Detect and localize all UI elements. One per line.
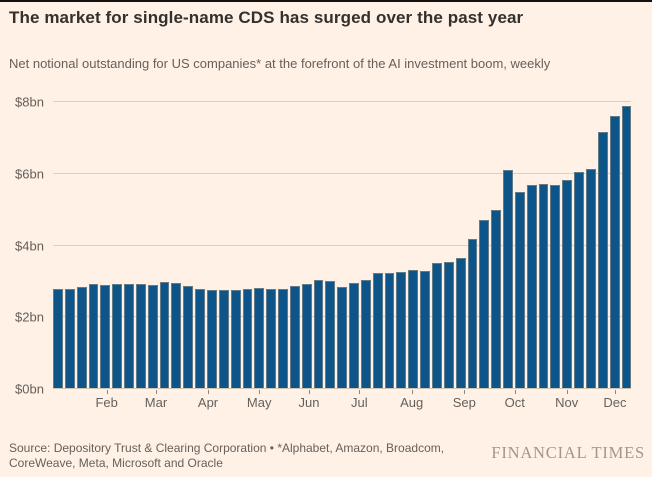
bar-week-33	[432, 262, 442, 388]
bar-week-4	[88, 283, 99, 388]
x-tick-jul	[359, 390, 361, 394]
x-tick-jun	[308, 390, 310, 394]
bar-week-40	[514, 192, 525, 388]
bar-week-43	[550, 185, 561, 388]
bar-week-18	[254, 287, 265, 388]
bar-week-6	[112, 284, 123, 388]
x-month-label-jul: Jul	[351, 395, 368, 410]
bar-week-32	[420, 271, 430, 388]
bar-week-26	[349, 282, 359, 388]
x-tick-feb	[106, 390, 108, 394]
x-month-label-nov: Nov	[555, 395, 579, 410]
y-axis-label: $2bn	[15, 309, 44, 325]
y-axis-label: $0bn	[15, 381, 44, 397]
bar-week-8	[135, 283, 146, 388]
y-axis-labels: $0bn $2bn $4bn $6bn $8bn	[15, 95, 51, 397]
top-border-rule	[0, 0, 652, 2]
bar-week-44	[562, 180, 573, 388]
bar-week-16	[230, 289, 241, 388]
bar-week-46	[585, 169, 596, 388]
bar-week-29	[384, 272, 395, 388]
x-month-label-may: May	[246, 395, 272, 410]
bar-week-25	[337, 287, 348, 388]
bar-week-12	[183, 286, 194, 388]
bar-week-10	[159, 281, 170, 388]
gridline	[53, 101, 631, 102]
y-axis-label: $4bn	[15, 238, 44, 253]
x-tick-apr	[208, 390, 210, 394]
bar-week-45	[574, 172, 584, 388]
x-month-label-aug: Aug	[400, 395, 424, 410]
bar-week-20	[278, 289, 288, 388]
plot-area	[53, 101, 632, 389]
x-baseline	[53, 388, 631, 389]
bar-week-39	[503, 170, 513, 388]
x-tick-dec	[614, 390, 616, 394]
x-tick-sep	[464, 390, 466, 394]
bar-week-3	[76, 287, 87, 388]
bar-week-7	[124, 283, 134, 388]
x-month-label-jun: Jun	[298, 395, 320, 410]
bar-week-21	[289, 285, 300, 388]
x-month-label-apr: Apr	[197, 395, 219, 410]
financial-times-logo: FINANCIAL TIMES	[491, 443, 645, 462]
bar-week-36	[467, 239, 478, 388]
x-month-label-feb: Feb	[95, 395, 118, 410]
x-month-label-oct: Oct	[504, 395, 525, 410]
bar-week-38	[491, 210, 502, 388]
x-month-label-dec: Dec	[603, 395, 627, 410]
bar-week-13	[195, 288, 205, 388]
bar-week-9	[147, 285, 158, 388]
gridline	[53, 244, 631, 246]
bar-week-15	[218, 290, 229, 388]
bar-week-41	[526, 184, 537, 388]
x-tick-may	[259, 390, 261, 394]
source-note: Source: Depository Trust & Clearing Corp…	[9, 441, 445, 470]
bar-week-42	[538, 184, 549, 388]
bar-week-49	[621, 105, 632, 388]
bars	[53, 102, 632, 388]
bar-week-48	[609, 116, 620, 388]
bar-week-28	[372, 272, 383, 388]
bar-week-35	[455, 257, 466, 388]
bar-week-19	[266, 288, 277, 388]
bar-week-47	[597, 131, 608, 388]
gridline	[53, 172, 631, 174]
bar-week-5	[100, 284, 111, 388]
y-axis-label: $8bn	[15, 94, 44, 110]
y-axis-label: $6bn	[15, 166, 44, 182]
x-tick-aug	[411, 390, 413, 394]
x-tick-mar	[155, 390, 157, 394]
bar-week-27	[360, 280, 371, 388]
bar-week-22	[301, 284, 312, 388]
bar-week-17	[242, 288, 253, 388]
bar-week-34	[443, 261, 454, 388]
bar-week-24	[325, 281, 336, 388]
page-title: The market for single-name CDS has surge…	[9, 8, 524, 27]
bar-week-30	[396, 271, 407, 388]
bar-week-14	[206, 289, 217, 388]
x-month-label-sep: Sep	[452, 395, 476, 410]
chart-subtitle: Net notional outstanding for US companie…	[9, 56, 551, 71]
bar-week-11	[171, 282, 182, 388]
bar-week-31	[408, 270, 419, 388]
x-tick-oct	[514, 390, 516, 394]
bar-week-1	[53, 288, 63, 388]
x-month-label-mar: Mar	[144, 395, 168, 410]
bar-week-23	[313, 280, 324, 388]
bar-week-2	[64, 289, 75, 388]
bar-week-37	[479, 219, 490, 388]
x-axis: Feb Mar Apr May Jun Jul Aug Sep Oct Nov Dec	[53, 389, 631, 415]
x-tick-nov	[566, 390, 568, 394]
